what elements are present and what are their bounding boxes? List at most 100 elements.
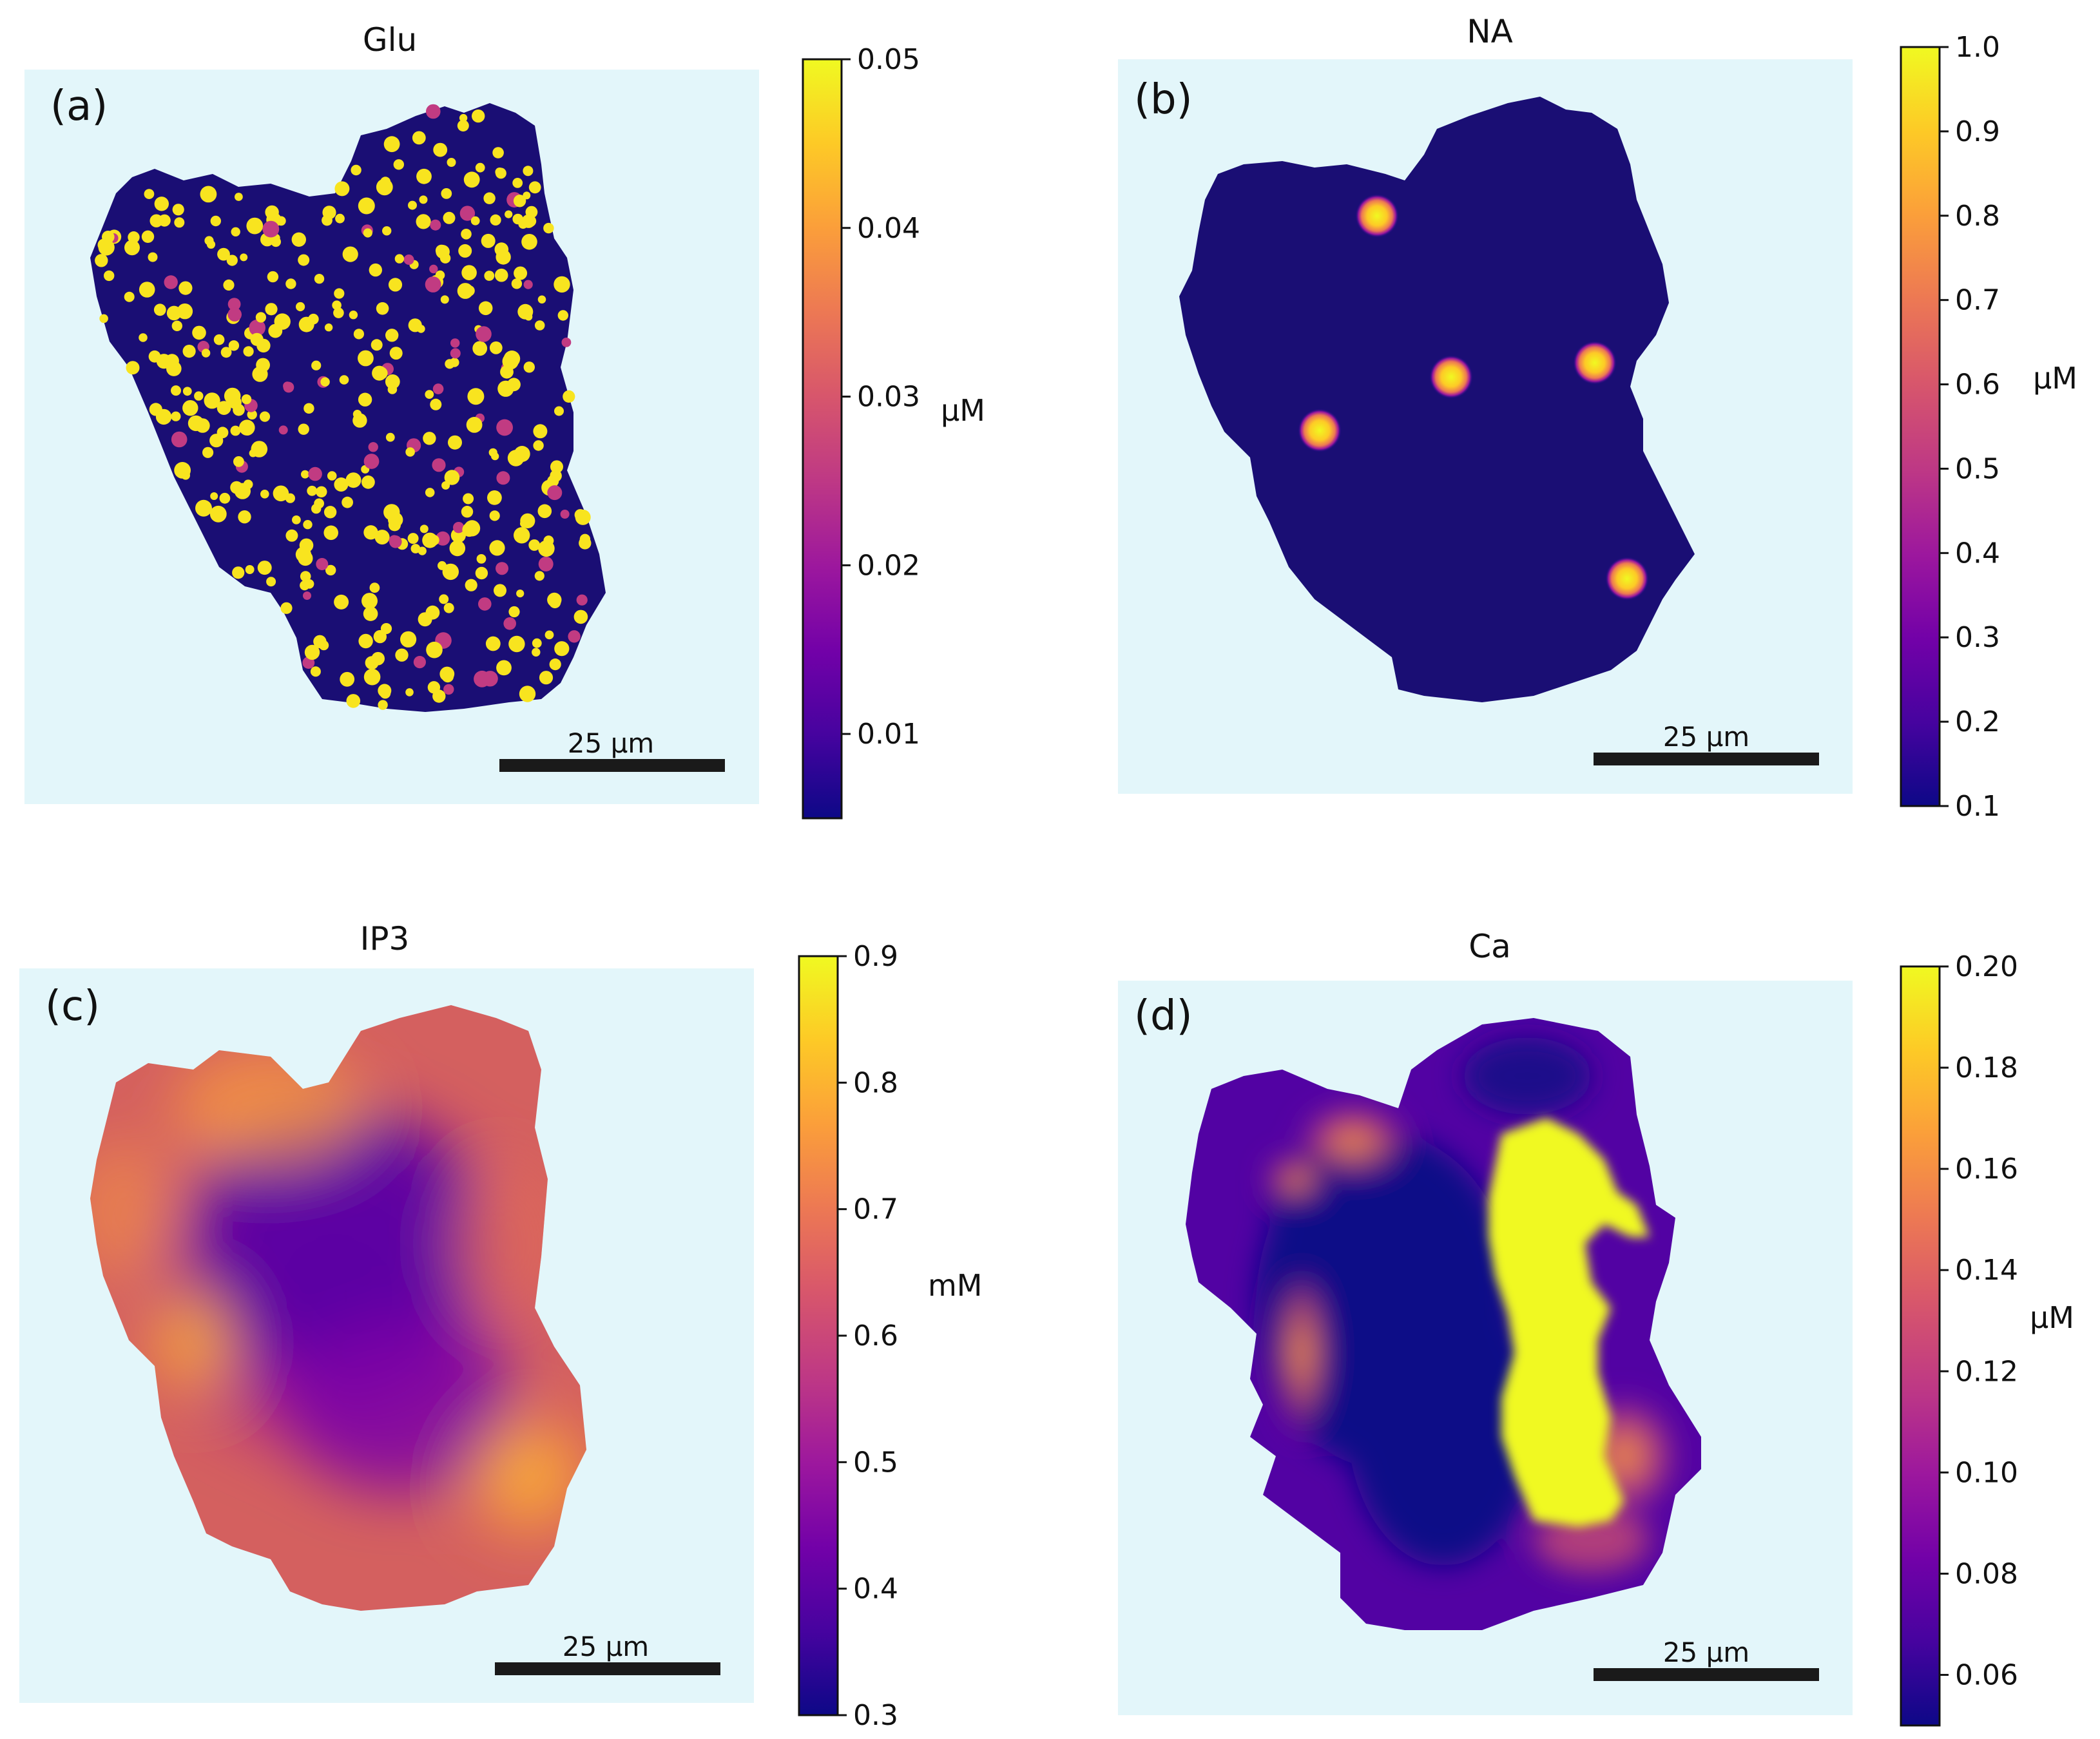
glu-punctum	[523, 280, 533, 289]
panel-a-title: Glu	[362, 21, 418, 59]
glu-punctum	[373, 629, 387, 644]
glu-punctum	[521, 234, 537, 250]
glu-punctum	[389, 535, 400, 546]
panel-c-colorbar-gradient	[798, 955, 839, 1716]
glu-punctum	[194, 391, 204, 401]
glu-punctum	[165, 354, 179, 369]
glu-punctum	[511, 278, 523, 289]
glu-punctum	[124, 291, 135, 302]
glu-punctum	[443, 602, 454, 613]
glu-punctum	[495, 168, 505, 177]
glu-punctum	[475, 162, 485, 173]
glu-punctum	[543, 222, 554, 234]
glu-punctum	[292, 515, 301, 524]
panel-b-cell-body	[1179, 97, 1695, 702]
glu-punctum	[484, 271, 495, 281]
glu-punctum	[544, 630, 554, 640]
glu-punctum	[388, 278, 403, 292]
colorbar-tick-label: 0.14	[1955, 1254, 2018, 1287]
glu-punctum	[325, 564, 336, 576]
glu-punctum	[512, 178, 523, 188]
glu-punctum	[380, 623, 392, 635]
glu-punctum	[295, 546, 311, 562]
glu-punctum	[371, 339, 383, 351]
glu-punctum	[308, 466, 322, 481]
glu-punctum	[476, 326, 492, 342]
glu-punctum	[349, 311, 358, 320]
glu-punctum	[148, 252, 158, 262]
panel-c-ip3: IP3 25 μm 0.3 0.4 0.5 0.6 0.7 0.8 0.9 (c)	[0, 0, 1031, 1739]
panel-b-colorbar-gradient	[1900, 46, 1941, 807]
glu-punctum	[303, 520, 313, 530]
colorbar-tick-label: 0.03	[857, 381, 920, 414]
glu-punctum	[537, 504, 552, 519]
na-release-site	[1573, 341, 1617, 385]
glu-punctum	[533, 424, 548, 439]
glu-punctum	[332, 300, 342, 311]
panel-c-scalebar-line	[495, 1662, 720, 1675]
glu-punctum	[232, 566, 245, 579]
colorbar-tick-label: 0.01	[857, 718, 920, 751]
glu-punctum	[139, 282, 155, 298]
glu-punctum	[380, 177, 391, 187]
panel-d-scalebar: 25 μm	[1594, 1637, 1819, 1681]
panel-a-colorbar: 0.01 0.02 0.03 0.04 0.05	[802, 43, 920, 820]
glu-punctum	[345, 472, 361, 488]
colorbar-tick-label: 1.0	[1955, 31, 2000, 64]
glu-punctum	[174, 217, 185, 228]
glu-punctum	[395, 648, 409, 662]
glu-punctum	[418, 612, 432, 627]
na-release-site	[1298, 408, 1342, 452]
panel-b-unit: μM	[2033, 361, 2077, 396]
glu-punctum	[280, 602, 293, 614]
panel-b-scalebar-label: 25 μm	[1663, 721, 1749, 753]
glu-punctum	[465, 579, 477, 591]
glu-punctum	[534, 320, 545, 331]
glu-punctum	[313, 635, 327, 648]
glu-punctum	[429, 264, 438, 274]
glu-punctum	[206, 240, 216, 249]
glu-punctum	[267, 271, 279, 283]
glu-punctum	[575, 509, 591, 525]
panel-a-glu: Glu	[0, 0, 1031, 850]
glu-punctum	[246, 217, 264, 235]
colorbar-tick-label: 0.9	[853, 940, 898, 973]
panel-a-label: (a)	[50, 82, 108, 130]
glu-punctum	[265, 205, 279, 220]
glu-punctum	[314, 274, 325, 284]
glu-punctum	[342, 496, 353, 508]
glu-punctum	[154, 197, 169, 211]
panel-d-colorbar-gradient	[1900, 965, 1941, 1727]
glu-punctum	[210, 215, 221, 227]
glu-punctum	[470, 216, 480, 226]
glu-punctum	[251, 441, 268, 457]
glu-punctum	[423, 432, 436, 445]
glu-punctum	[245, 565, 255, 574]
glu-punctum	[224, 387, 241, 405]
glu-punctum	[300, 571, 311, 582]
glu-punctum	[274, 313, 291, 330]
glu-punctum	[432, 383, 444, 394]
panel-c-label: (c)	[45, 983, 101, 1030]
colorbar-tick-label: 0.6	[853, 1320, 898, 1352]
glu-punctum	[441, 670, 454, 683]
glu-punctum	[417, 325, 425, 333]
glu-punctum	[316, 486, 327, 497]
glu-punctum	[95, 254, 108, 267]
glu-punctum	[449, 540, 466, 557]
glu-punctum	[554, 276, 570, 293]
glu-punctum	[235, 193, 243, 201]
glu-punctum	[533, 440, 544, 451]
glu-punctum	[311, 503, 322, 514]
glu-punctum	[494, 268, 508, 282]
glu-punctum	[363, 525, 378, 540]
glu-punctum	[426, 104, 441, 119]
glu-punctum	[429, 535, 439, 546]
glu-punctum	[177, 303, 193, 320]
colorbar-tick-label: 0.16	[1955, 1153, 2018, 1186]
glu-punctum	[457, 120, 469, 132]
colorbar-tick-label: 0.5	[853, 1446, 898, 1479]
glu-punctum	[523, 361, 535, 373]
glu-punctum	[228, 340, 240, 351]
colorbar-tick-label: 0.02	[857, 549, 920, 582]
